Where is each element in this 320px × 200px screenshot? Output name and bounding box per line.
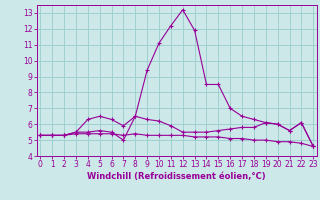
- X-axis label: Windchill (Refroidissement éolien,°C): Windchill (Refroidissement éolien,°C): [87, 172, 266, 181]
